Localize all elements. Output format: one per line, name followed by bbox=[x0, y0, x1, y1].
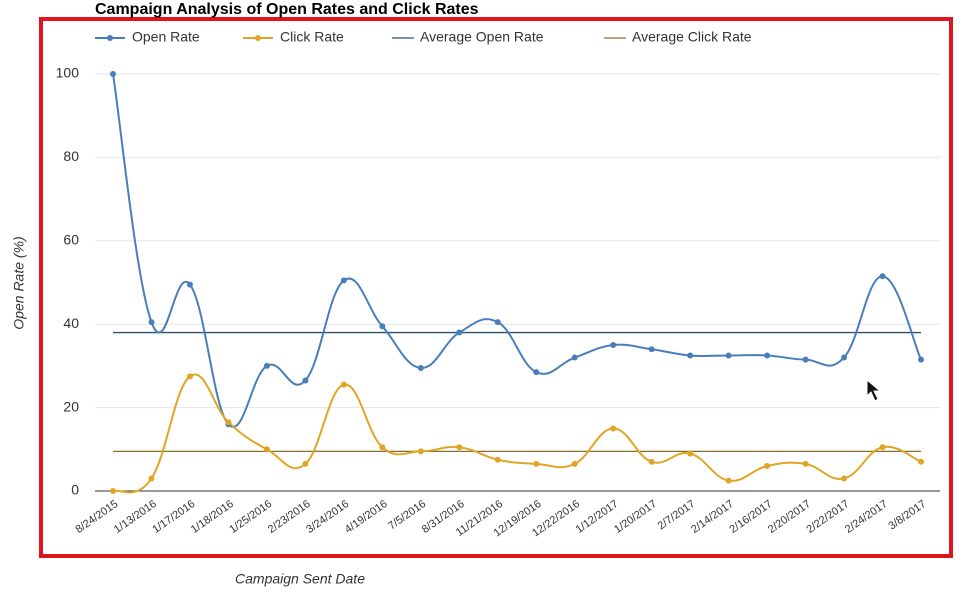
x-tick-label: 2/20/2017 bbox=[766, 498, 813, 536]
series-line bbox=[112, 73, 922, 428]
point bbox=[648, 458, 655, 465]
point bbox=[340, 381, 347, 388]
point bbox=[841, 354, 848, 361]
point bbox=[610, 342, 617, 349]
point bbox=[879, 444, 886, 451]
point bbox=[302, 377, 309, 384]
point bbox=[494, 319, 501, 326]
point bbox=[533, 460, 540, 467]
point bbox=[918, 356, 924, 363]
x-tick-label: 2/23/2016 bbox=[266, 498, 313, 536]
legend-dot bbox=[255, 35, 261, 41]
legend-label: Click Rate bbox=[280, 29, 344, 45]
x-tick-label: 8/24/2015 bbox=[73, 498, 120, 536]
point bbox=[186, 281, 193, 288]
point bbox=[802, 460, 809, 467]
x-tick-label: 4/19/2016 bbox=[343, 498, 390, 536]
point bbox=[571, 460, 578, 467]
point bbox=[725, 352, 732, 359]
point bbox=[918, 458, 924, 465]
x-tick-label: 2/24/2017 bbox=[843, 498, 890, 536]
point bbox=[456, 444, 463, 451]
point bbox=[841, 475, 848, 482]
legend-dot bbox=[107, 35, 113, 41]
point bbox=[494, 456, 501, 463]
point bbox=[148, 319, 155, 326]
point bbox=[456, 329, 463, 336]
point bbox=[417, 448, 424, 455]
legend-label: Average Open Rate bbox=[420, 29, 544, 45]
legend-label: Average Click Rate bbox=[632, 29, 752, 45]
y-tick-label: 80 bbox=[63, 148, 79, 164]
point bbox=[802, 356, 809, 363]
point bbox=[764, 462, 771, 469]
x-tick-label: 3/8/2017 bbox=[886, 498, 928, 532]
point bbox=[417, 364, 424, 371]
chart-title: Campaign Analysis of Open Rates and Clic… bbox=[95, 1, 479, 18]
frame bbox=[39, 17, 953, 558]
point bbox=[764, 352, 771, 359]
point bbox=[263, 446, 270, 453]
y-tick-label: 60 bbox=[63, 232, 79, 248]
point bbox=[148, 475, 155, 482]
point bbox=[610, 425, 617, 432]
x-tick-label: 3/24/2016 bbox=[304, 498, 351, 536]
point bbox=[340, 277, 347, 284]
series-line bbox=[112, 373, 922, 494]
point bbox=[302, 460, 309, 467]
point bbox=[687, 450, 694, 457]
x-tick-label: 1/20/2017 bbox=[612, 498, 659, 536]
point bbox=[533, 369, 540, 376]
point bbox=[186, 373, 193, 380]
point bbox=[687, 352, 694, 359]
y-axis-label: Open Rate (%) bbox=[11, 236, 27, 329]
point bbox=[110, 488, 116, 494]
x-axis-label: Campaign Sent Date bbox=[235, 571, 365, 587]
x-tick-label: 2/22/2017 bbox=[804, 498, 851, 536]
point bbox=[379, 323, 386, 330]
cursor bbox=[866, 378, 882, 402]
legend-label: Open Rate bbox=[132, 29, 200, 45]
x-tick-label: 1/17/2016 bbox=[150, 498, 197, 536]
y-tick-label: 20 bbox=[63, 398, 79, 414]
x-tick-label: 2/16/2017 bbox=[728, 498, 775, 536]
point bbox=[110, 71, 116, 77]
x-tick-label: 2/14/2017 bbox=[689, 498, 736, 536]
x-tick-label: 1/12/2017 bbox=[574, 498, 621, 536]
point bbox=[379, 444, 386, 451]
point bbox=[648, 346, 655, 353]
y-tick-label: 100 bbox=[56, 65, 80, 81]
point bbox=[571, 354, 578, 361]
point bbox=[879, 273, 886, 280]
x-tick-label: 1/18/2016 bbox=[189, 498, 236, 536]
point bbox=[225, 419, 232, 426]
x-tick-label: 1/13/2016 bbox=[112, 498, 159, 536]
point bbox=[263, 362, 270, 369]
point bbox=[725, 477, 732, 484]
y-tick-label: 40 bbox=[63, 315, 79, 331]
y-tick-label: 0 bbox=[71, 482, 79, 498]
x-tick-label: 1/25/2016 bbox=[227, 498, 274, 536]
